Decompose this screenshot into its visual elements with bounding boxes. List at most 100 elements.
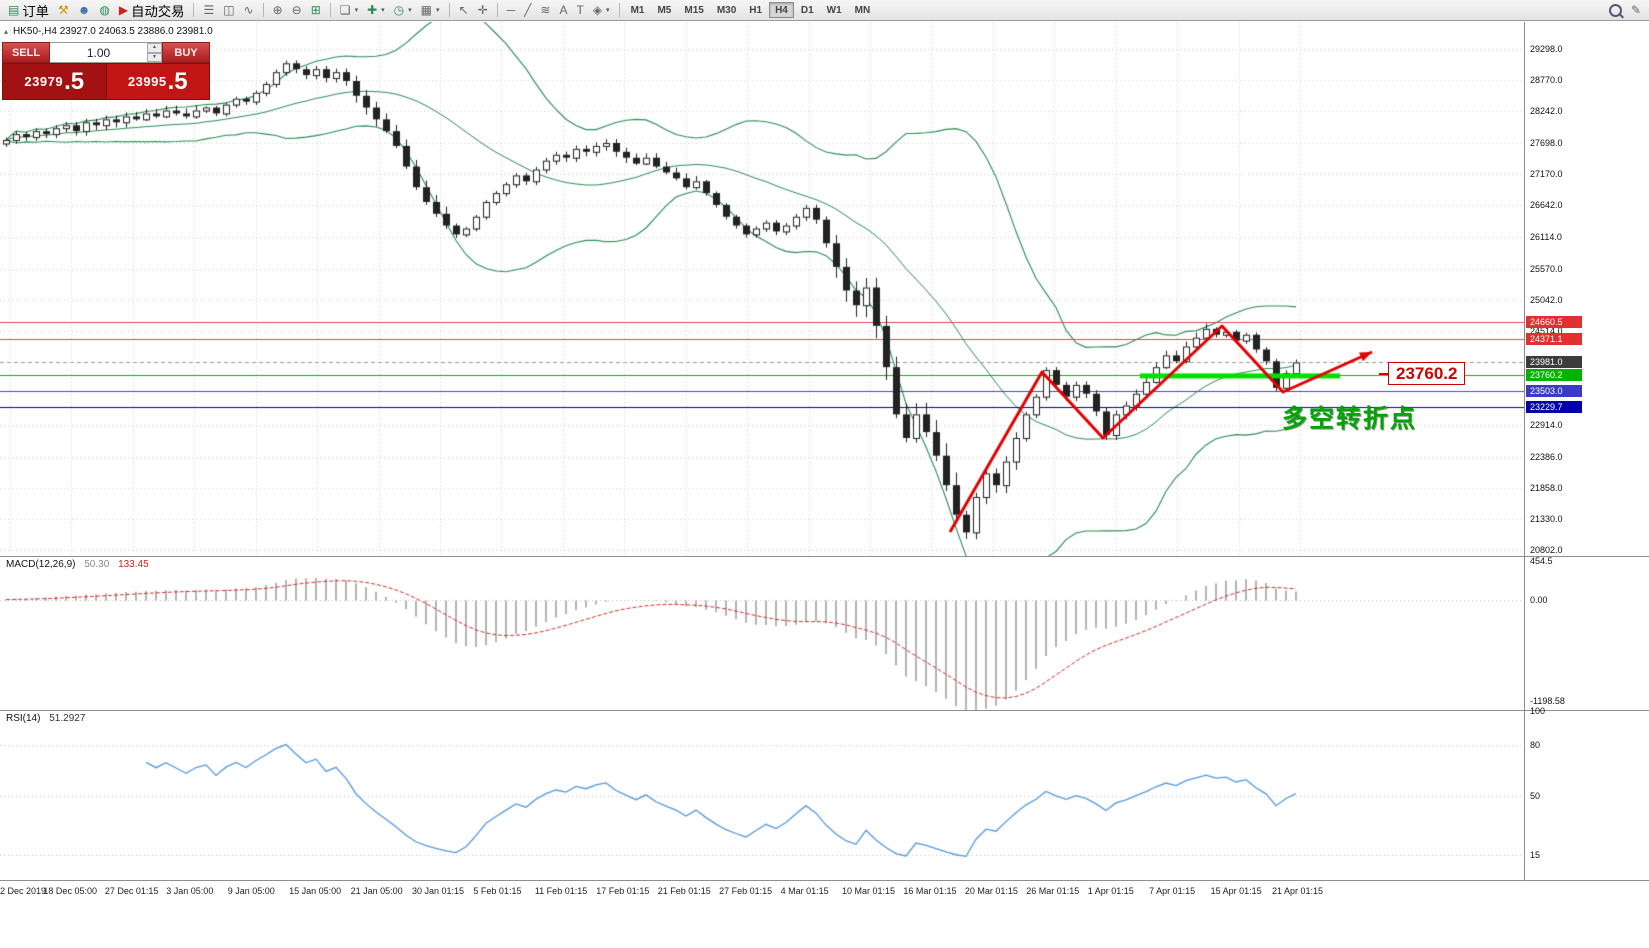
- toolbar-separator: [262, 3, 264, 17]
- zoom-in-button[interactable]: ⊕: [269, 2, 287, 19]
- price-tick: 28770.0: [1530, 74, 1563, 85]
- time-tick: 10 Mar 01:15: [842, 886, 896, 896]
- main-chart-canvas[interactable]: [0, 22, 1524, 556]
- zoom-out-icon: ⊖: [291, 3, 302, 17]
- rsi-tick: 100: [1530, 706, 1546, 716]
- rsi-panel-canvas[interactable]: [0, 711, 1524, 880]
- time-tick: 1 Apr 01:15: [1087, 886, 1134, 896]
- trendline-tool-button[interactable]: ╱: [520, 2, 535, 19]
- time-tick: 11 Feb 01:15: [534, 886, 588, 896]
- sell-price-main: 23979: [24, 74, 64, 89]
- price-tick: 21858.0: [1530, 482, 1563, 493]
- buy-price[interactable]: 23995 .5: [106, 63, 210, 100]
- tf-button-H4[interactable]: H4: [769, 2, 794, 18]
- time-tick: 18 Dec 05:00: [43, 886, 97, 896]
- toolbar-separator: [193, 3, 195, 17]
- price-tick: 24514.0: [1530, 325, 1563, 336]
- hline-tool-button[interactable]: ─: [503, 2, 520, 19]
- time-tick: 15 Jan 05:00: [289, 886, 342, 896]
- time-tick: 20 Mar 01:15: [964, 886, 1018, 896]
- tf-button-M1[interactable]: M1: [625, 2, 651, 18]
- price-tick: 28242.0: [1530, 105, 1563, 116]
- shapes-tool-button[interactable]: ◈ ▾: [589, 2, 614, 19]
- tools-button[interactable]: ⚒: [54, 2, 73, 19]
- rsi-name: RSI(14): [6, 713, 41, 724]
- label-tool-button[interactable]: T: [572, 2, 587, 19]
- edit-button[interactable]: ✎: [1627, 2, 1645, 19]
- price-tick: 25042.0: [1530, 294, 1563, 305]
- time-tick: 21 Apr 01:15: [1272, 886, 1324, 896]
- autotrade-button[interactable]: ▶ 自动交易: [115, 2, 189, 19]
- community-button[interactable]: ◍: [95, 2, 113, 19]
- tf-button-M30[interactable]: M30: [711, 2, 742, 18]
- search-button[interactable]: [1605, 2, 1626, 19]
- panel-separator[interactable]: [0, 556, 1649, 557]
- volume-input[interactable]: [50, 43, 147, 62]
- horizontal-line-icon: ─: [506, 3, 516, 17]
- toolbar-separator: [448, 3, 450, 17]
- price-axis-border: [1524, 22, 1525, 881]
- new-chart-button[interactable]: ❏ ▾: [336, 2, 362, 19]
- chart-info: ▴ HK50-,H4 23927.0 24063.5 23886.0 23981…: [4, 26, 213, 37]
- rsi-tick: 50: [1530, 790, 1541, 801]
- indicators-button[interactable]: ✚ ▾: [363, 2, 389, 19]
- tf-button-D1[interactable]: D1: [795, 2, 820, 18]
- sell-button[interactable]: SELL: [2, 42, 50, 63]
- candlestick-icon: ◫: [223, 3, 235, 17]
- grid-button[interactable]: ⊞: [307, 2, 325, 19]
- templates-button[interactable]: ▦ ▾: [417, 2, 444, 19]
- cursor-button[interactable]: ↖: [455, 2, 473, 19]
- price-tick: 29298.0: [1530, 43, 1563, 54]
- sell-price-frac: .5: [64, 67, 85, 95]
- new-chart-icon: ❏: [339, 3, 351, 17]
- new-order-button[interactable]: ▤ 订单: [4, 2, 53, 19]
- grid-icon: ⊞: [310, 3, 321, 17]
- line-chart-mode-button[interactable]: ∿: [240, 2, 258, 19]
- price-badge: 23503.0: [1526, 384, 1582, 397]
- period-button[interactable]: ◷ ▾: [390, 2, 416, 19]
- label-icon: T: [576, 3, 584, 17]
- panel-separator[interactable]: [0, 710, 1649, 711]
- collapse-icon[interactable]: ▴: [4, 27, 9, 36]
- volume-box: ▲ ▼: [50, 42, 162, 63]
- crosshair-button[interactable]: ✛: [474, 2, 492, 19]
- toolbar-separator: [496, 3, 498, 17]
- fibonacci-tool-button[interactable]: ≋: [536, 2, 554, 19]
- chevron-down-icon: ▾: [381, 7, 385, 14]
- time-tick: 21 Feb 01:15: [657, 886, 711, 896]
- ohlc-info: HK50-,H4 23927.0 24063.5 23886.0 23981.0: [13, 26, 213, 37]
- price-tick: 27170.0: [1530, 169, 1563, 180]
- zoom-out-button[interactable]: ⊖: [288, 2, 306, 19]
- price-tick: 27698.0: [1530, 138, 1563, 149]
- buy-button[interactable]: BUY: [162, 42, 210, 63]
- profile-button[interactable]: ☻: [74, 2, 95, 19]
- pencil-icon: ✎: [1630, 3, 1641, 17]
- price-tick: 26114.0: [1530, 231, 1562, 242]
- sell-price[interactable]: 23979 .5: [2, 63, 107, 100]
- volume-down-button[interactable]: ▼: [147, 52, 162, 62]
- tf-button-H1[interactable]: H1: [743, 2, 768, 18]
- candle-chart-mode-button[interactable]: ◫: [219, 2, 238, 19]
- tf-button-MN[interactable]: MN: [849, 2, 877, 18]
- macd-panel-canvas[interactable]: [0, 557, 1524, 710]
- time-tick: 7 Apr 01:15: [1149, 886, 1196, 896]
- bar-chart-icon: ☰: [203, 3, 215, 17]
- price-tick: 21330.0: [1530, 513, 1563, 524]
- tf-button-M5[interactable]: M5: [651, 2, 677, 18]
- price-badge: 23229.7: [1526, 400, 1582, 413]
- tf-button-W1[interactable]: W1: [821, 2, 848, 18]
- price-tick: 20802.0: [1530, 544, 1563, 555]
- volume-up-button[interactable]: ▲: [147, 43, 162, 53]
- price-tick: 26642.0: [1530, 200, 1563, 211]
- autotrade-play-icon: ▶: [118, 3, 129, 17]
- chevron-down-icon: ▾: [606, 7, 610, 14]
- bar-chart-mode-button[interactable]: ☰: [199, 2, 218, 19]
- buy-price-frac: .5: [167, 67, 188, 95]
- text-tool-button[interactable]: A: [555, 2, 571, 19]
- price-badge: 23981.0: [1526, 356, 1582, 369]
- price-callout: 23760.2: [1378, 362, 1466, 385]
- toolbar-separator: [329, 3, 331, 17]
- timeframe-group: M1 M5 M15 M30 H1 H4 D1 W1 MN: [625, 2, 877, 18]
- indicator-plus-icon: ✚: [367, 3, 378, 17]
- tf-button-M15[interactable]: M15: [678, 2, 709, 18]
